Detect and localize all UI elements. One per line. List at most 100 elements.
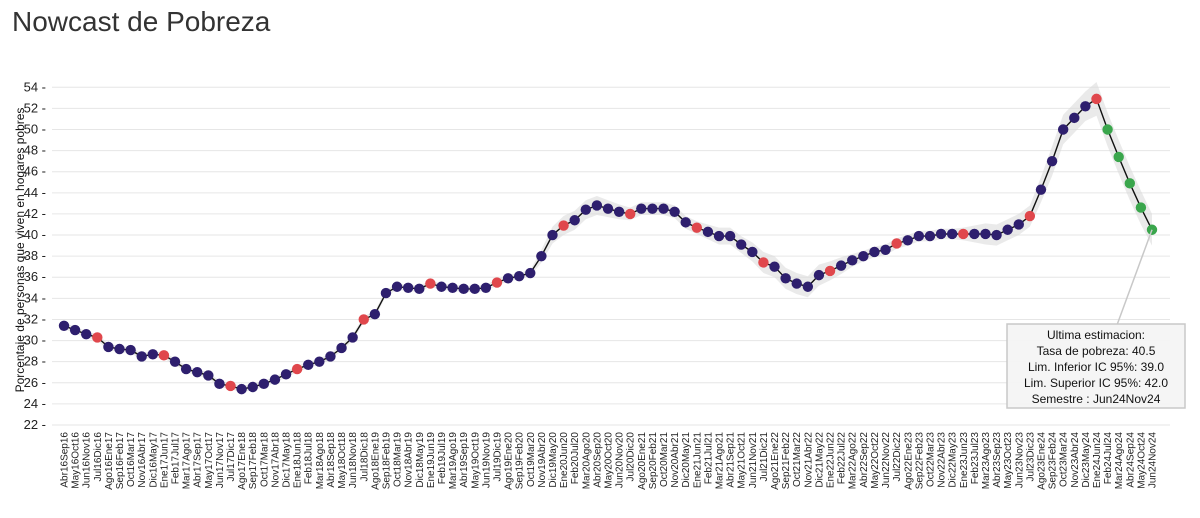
data-point[interactable] [258,378,270,390]
data-point[interactable] [225,380,236,392]
data-point[interactable] [81,329,92,340]
data-point[interactable] [336,342,347,354]
data-point[interactable] [303,359,314,371]
data-point[interactable] [935,228,947,240]
data-point[interactable] [913,230,925,242]
data-point[interactable] [125,344,136,356]
data-point[interactable] [824,265,836,277]
data-point[interactable] [58,320,70,331]
data-point[interactable] [436,281,447,292]
data-point[interactable] [1080,101,1091,112]
data-point[interactable] [1113,151,1124,163]
data-point[interactable] [1002,224,1013,235]
data-point[interactable] [269,374,281,385]
data-point[interactable] [1135,202,1147,213]
data-point[interactable] [547,229,558,241]
data-point[interactable] [958,228,969,240]
data-point[interactable] [847,255,858,266]
data-point[interactable] [702,226,714,238]
data-point[interactable] [1069,112,1080,124]
data-point[interactable] [625,208,636,220]
data-point[interactable] [602,203,614,214]
data-point[interactable] [880,244,891,256]
data-point[interactable] [813,269,825,281]
data-point[interactable] [1046,155,1058,167]
data-point[interactable] [658,203,669,214]
data-point[interactable] [1091,93,1102,105]
data-point[interactable] [369,308,381,320]
data-point[interactable] [92,332,103,343]
data-point[interactable] [513,270,525,282]
data-point[interactable] [502,273,514,284]
data-point[interactable] [425,278,436,289]
data-point[interactable] [713,230,725,242]
data-point[interactable] [147,349,159,360]
data-point[interactable] [358,314,369,325]
data-point[interactable] [291,363,303,375]
data-point[interactable] [669,206,680,218]
data-point[interactable] [380,287,392,299]
data-point[interactable] [991,229,1002,241]
data-point[interactable] [647,203,658,214]
data-point[interactable] [391,281,403,292]
data-point[interactable] [536,250,547,262]
data-point[interactable] [891,238,902,249]
data-point[interactable] [636,203,647,214]
data-point[interactable] [680,217,691,228]
data-point[interactable] [469,283,480,295]
data-point[interactable] [69,324,81,336]
data-point[interactable] [791,278,802,289]
data-point[interactable] [569,215,580,226]
data-point[interactable] [114,343,125,355]
data-point[interactable] [691,222,703,233]
data-point[interactable] [1057,124,1069,135]
data-point[interactable] [758,257,769,268]
data-point[interactable] [780,273,791,284]
x-tick-label: Oct16Mar17 [126,432,137,487]
data-point[interactable] [835,260,847,271]
data-point[interactable] [103,341,114,353]
data-point[interactable] [414,283,425,295]
data-point[interactable] [214,378,225,390]
data-point[interactable] [736,239,747,250]
data-point[interactable] [858,250,869,262]
data-point[interactable] [325,351,336,362]
data-point[interactable] [480,282,492,293]
data-point[interactable] [525,267,536,279]
data-point[interactable] [969,228,980,240]
data-point[interactable] [169,356,181,367]
data-point[interactable] [1102,124,1113,135]
data-point[interactable] [802,281,814,292]
data-point[interactable] [314,356,325,367]
data-point[interactable] [347,332,358,343]
data-point[interactable] [203,370,214,381]
data-point[interactable] [1035,184,1047,195]
data-point[interactable] [724,230,736,242]
data-point[interactable] [280,369,292,380]
data-point[interactable] [1124,178,1135,189]
data-point[interactable] [613,206,625,218]
data-point[interactable] [946,228,958,240]
data-point[interactable] [924,230,936,242]
data-point[interactable] [458,283,469,295]
data-point[interactable] [1024,210,1036,222]
data-point[interactable] [491,277,503,288]
data-point[interactable] [236,383,247,395]
data-point[interactable] [591,200,603,211]
data-point[interactable] [136,351,147,362]
data-point[interactable] [192,367,203,378]
data-point[interactable] [247,381,258,393]
data-point[interactable] [869,246,880,258]
data-point[interactable] [747,246,758,258]
data-point[interactable] [980,228,991,240]
data-point[interactable] [580,204,591,215]
data-point[interactable] [447,282,458,293]
data-point[interactable] [402,282,414,293]
data-point[interactable] [558,220,569,231]
data-point[interactable] [1013,219,1024,230]
data-point[interactable] [902,235,913,246]
data-point[interactable] [158,350,170,361]
data-point[interactable] [180,363,192,375]
x-tick-label: Jun22Nov22 [881,432,892,489]
data-point[interactable] [769,261,780,272]
